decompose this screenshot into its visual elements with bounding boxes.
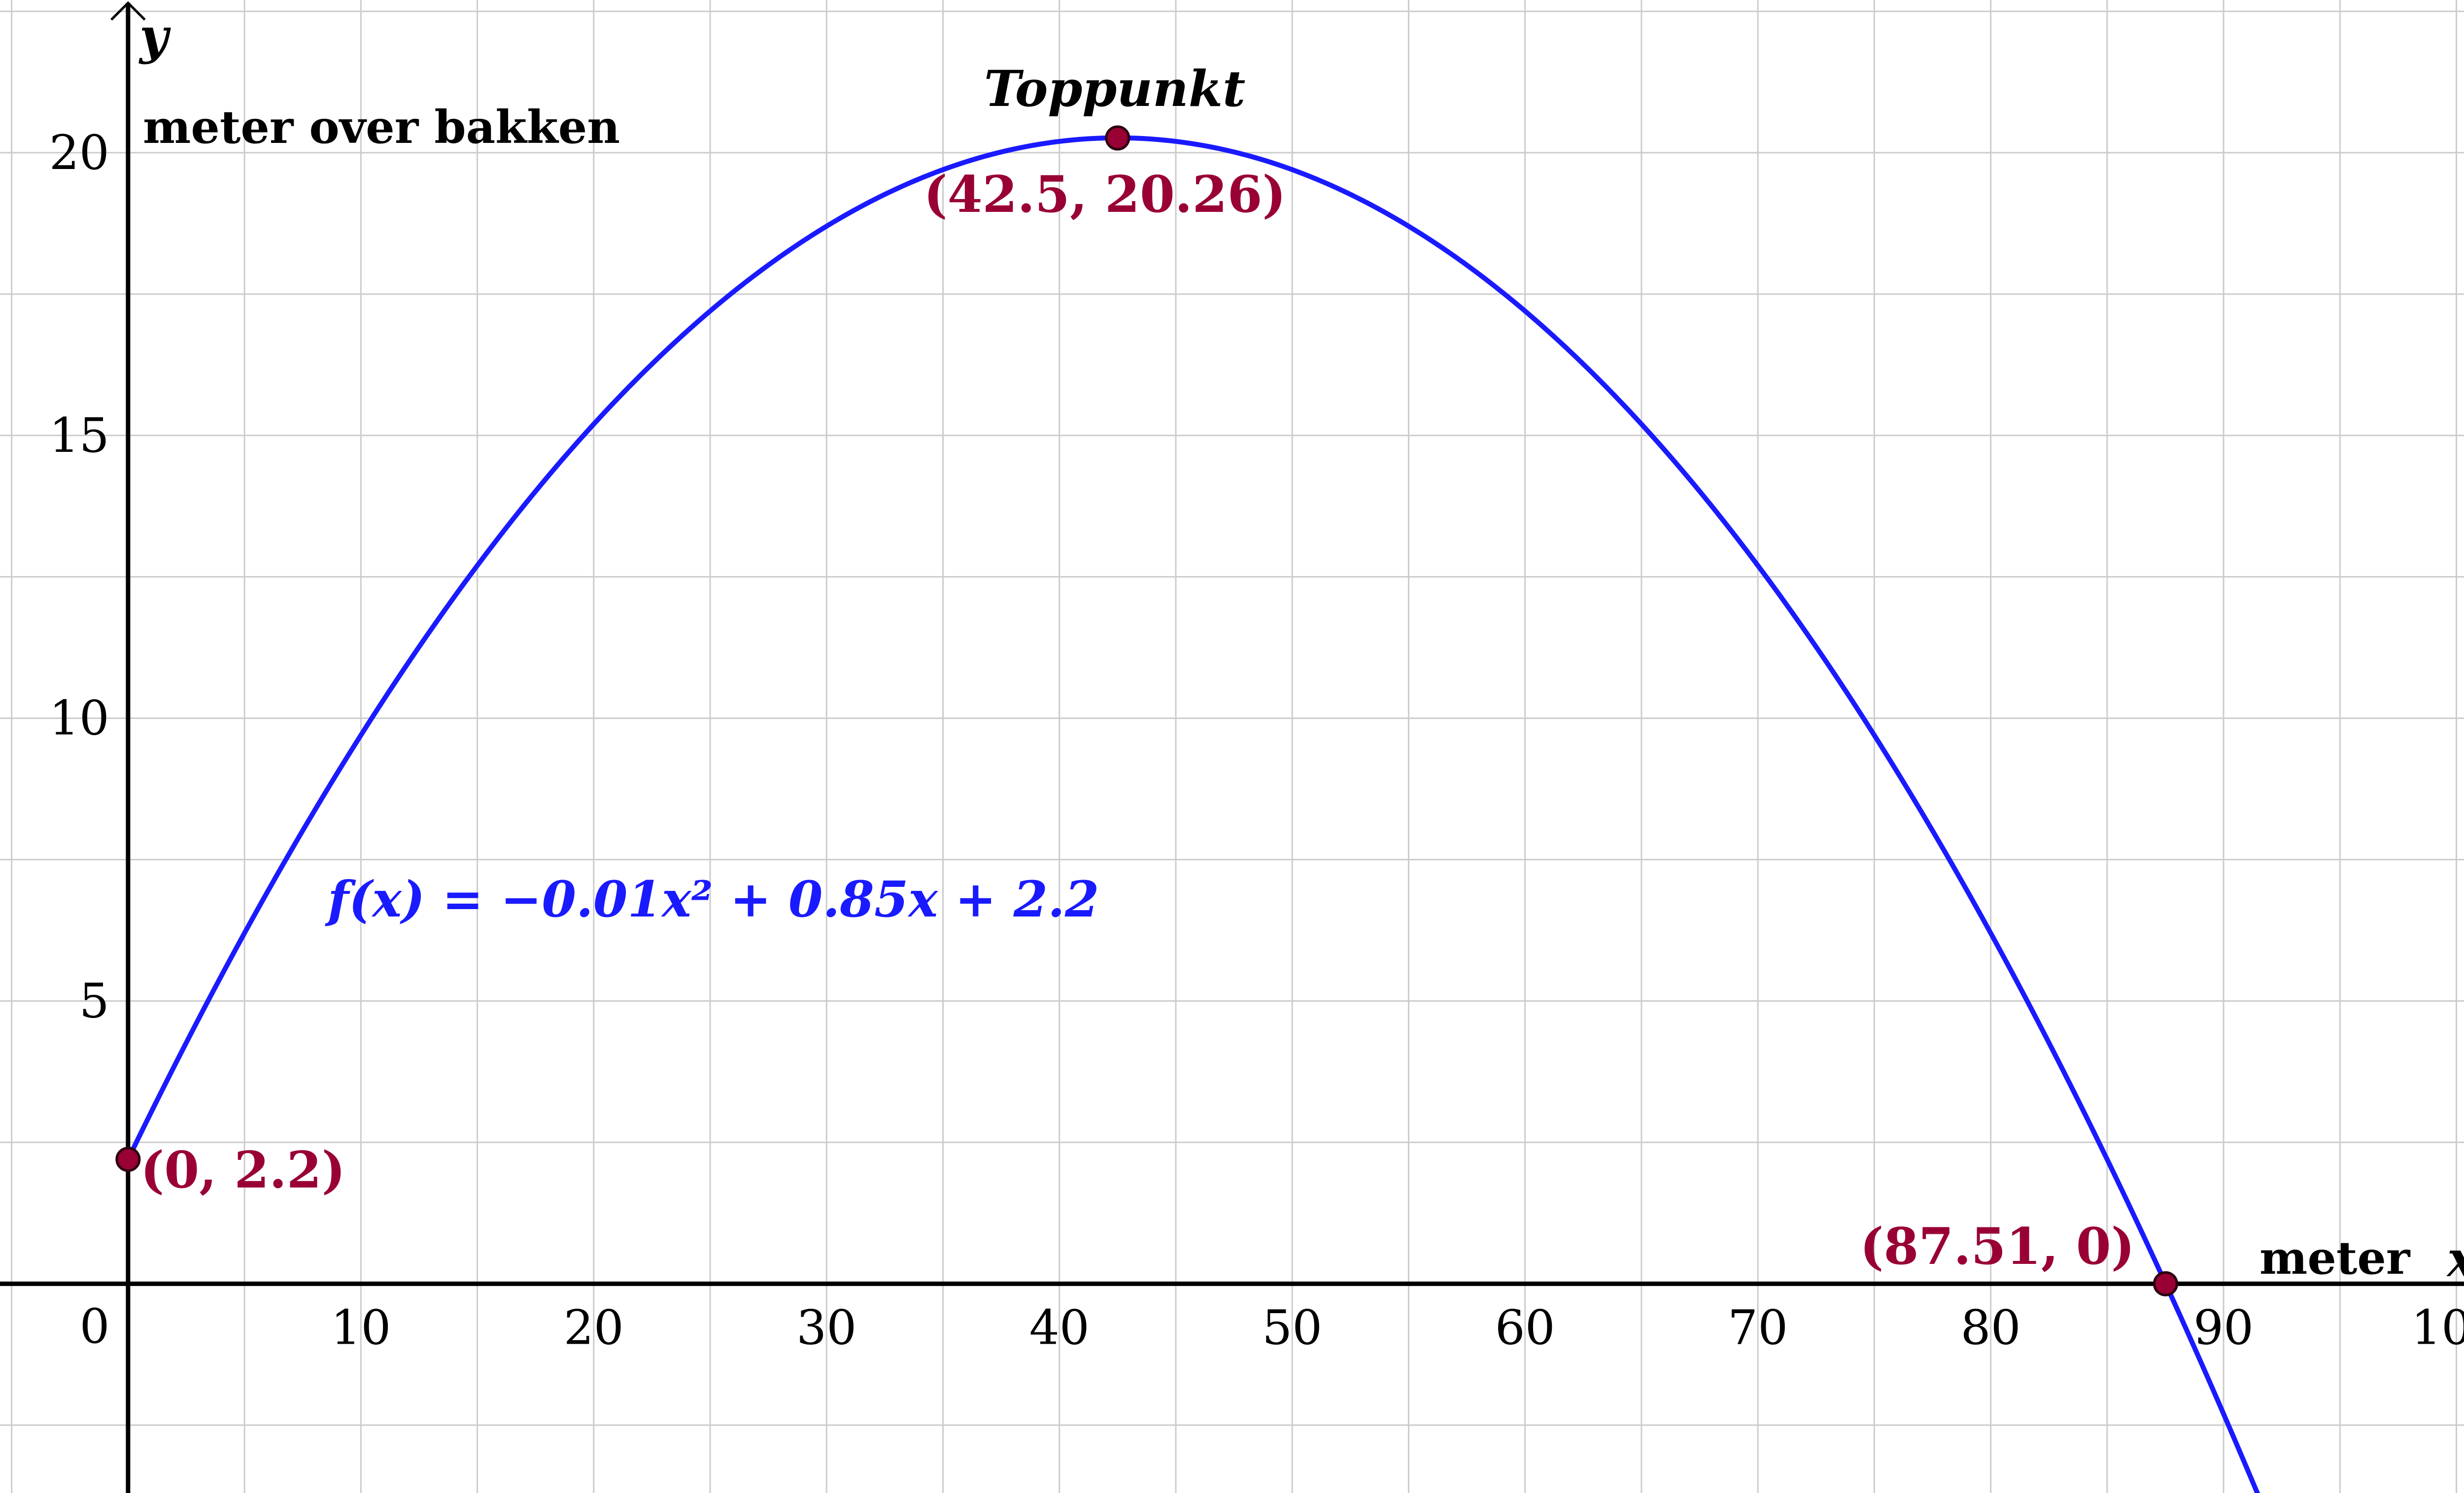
y-tick-label: 15 [49, 408, 109, 463]
x-tick-label: 50 [1262, 1300, 1322, 1355]
x-axis-letter: x [2446, 1230, 2464, 1288]
function-curve [126, 135, 2260, 1493]
origin-label: 0 [79, 1299, 109, 1354]
vertex-name-label: Toppunkt [984, 60, 1245, 118]
y-axis-arrowhead [110, 1, 146, 21]
y-axis-letter: y [138, 7, 171, 65]
x-tick-label: 60 [1495, 1300, 1555, 1355]
x-tick-label: 20 [564, 1300, 624, 1355]
x-tick-label: 80 [1960, 1300, 2020, 1355]
y-tick-label: 5 [79, 973, 109, 1028]
point-label-vertex: (42.5, 20.26) [924, 165, 1286, 224]
x-tick-label: 100 [2411, 1300, 2464, 1355]
x-tick-label: 30 [796, 1300, 856, 1355]
point-marker [2153, 1271, 2178, 1296]
y-tick-label: 20 [49, 125, 109, 180]
x-unit-label: meter [2259, 1231, 2411, 1285]
x-tick-label: 10 [331, 1300, 391, 1355]
x-tick-label: 70 [1728, 1300, 1788, 1355]
tick-labels: 10 20 30 40 50 60 70 80 90 100 5 10 15 20 [49, 125, 2464, 1355]
point-marker [1105, 125, 1130, 151]
highlighted-points [115, 125, 2178, 1296]
point-label-start: (0, 2.2) [140, 1141, 345, 1200]
point-marker [115, 1147, 141, 1172]
function-label: f(x) = −0.01x² + 0.85x + 2.2 [325, 870, 1099, 928]
x-tick-label: 90 [2193, 1300, 2254, 1355]
y-unit-label: meter over bakken [143, 101, 620, 154]
point-label-root: (87.51, 0) [1860, 1217, 2135, 1276]
x-tick-label: 40 [1029, 1300, 1090, 1355]
y-tick-label: 10 [49, 691, 109, 746]
